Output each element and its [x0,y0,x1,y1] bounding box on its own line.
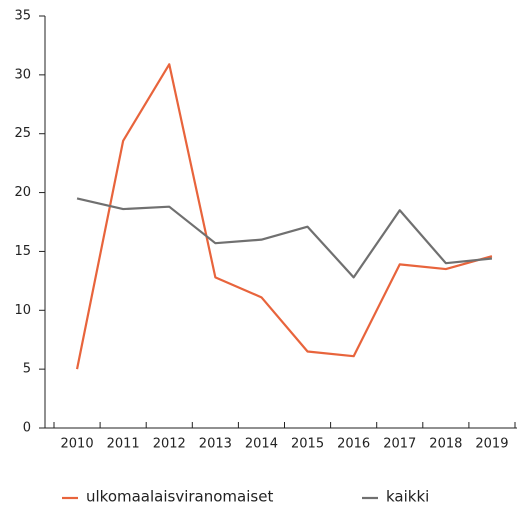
x-tick-label: 2018 [429,437,462,452]
x-tick-label: 2016 [337,437,370,452]
y-tick-label: 20 [14,185,31,200]
x-tick-label: 2019 [475,437,508,452]
legend-label: ulkomaalaisviranomaiset [86,488,273,506]
x-tick-label: 2017 [383,437,416,452]
x-tick-label: 2014 [245,437,278,452]
y-tick-label: 10 [14,303,31,318]
y-tick-label: 5 [23,362,31,377]
y-tick-label: 15 [14,244,31,259]
y-tick-label: 35 [14,9,31,24]
series-line [75,63,493,370]
series-line [76,197,493,279]
x-tick-label: 2015 [291,437,324,452]
x-tick-label: 2010 [61,437,94,452]
x-tick-label: 2012 [153,437,186,452]
x-tick-label: 2011 [107,437,140,452]
y-tick-label: 25 [14,126,31,141]
x-tick-label: 2013 [199,437,232,452]
y-tick-label: 0 [23,421,31,436]
legend-label: kaikki [386,488,429,506]
y-tick-label: 30 [14,67,31,82]
